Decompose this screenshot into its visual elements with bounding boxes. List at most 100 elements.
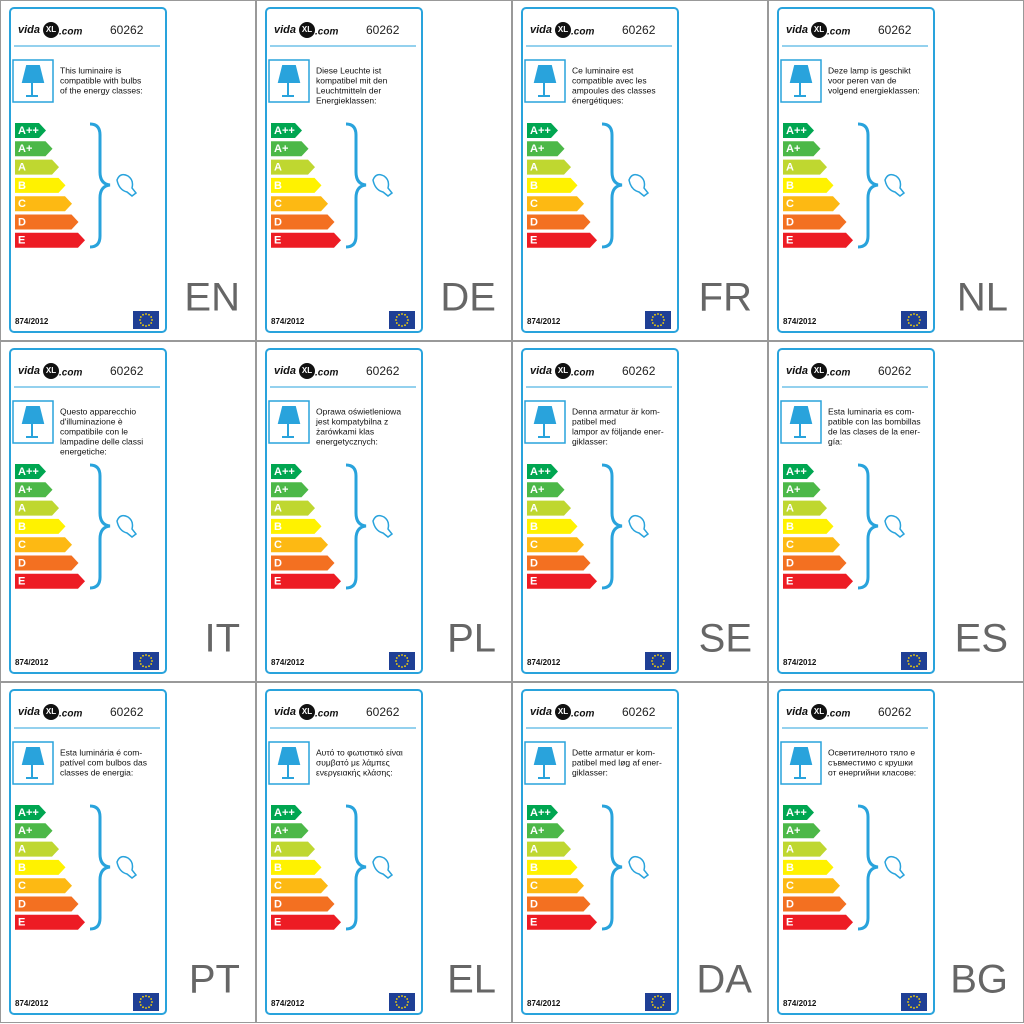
brace xyxy=(89,122,111,249)
eu-star xyxy=(395,998,398,1000)
language-code: ES xyxy=(955,617,1008,661)
language-code: SE xyxy=(699,617,752,661)
eu-star xyxy=(148,995,150,998)
compatibility-text: Questo apparecchio xyxy=(60,406,136,416)
eu-flag xyxy=(389,993,415,1011)
regulation: 874/2012 xyxy=(15,317,49,326)
eu-star xyxy=(139,1001,141,1003)
eu-star xyxy=(148,1006,150,1009)
language-code: BG xyxy=(950,958,1008,1002)
eu-star xyxy=(401,654,403,656)
energy-bar xyxy=(527,805,558,820)
energy-class-label: E xyxy=(18,235,25,247)
eu-star xyxy=(139,998,142,1000)
energy-bar xyxy=(527,914,597,930)
eu-star xyxy=(139,322,142,324)
energy-bar xyxy=(271,196,328,212)
eu-star xyxy=(651,663,654,665)
logo-mark: XL xyxy=(558,707,568,716)
energy-class-label: A+ xyxy=(530,825,544,837)
energy-class-label: A+ xyxy=(274,143,288,155)
energy-bar xyxy=(783,123,814,138)
eu-star xyxy=(660,313,662,316)
eu-star xyxy=(150,998,153,1000)
energy-bar xyxy=(271,878,328,894)
eu-star xyxy=(910,1006,912,1009)
eu-flag xyxy=(901,652,927,670)
logo-mark: XL xyxy=(302,707,312,716)
eu-star xyxy=(662,657,665,659)
eu-star xyxy=(142,324,144,327)
lamp-icon xyxy=(21,65,45,97)
energy-class-label: A++ xyxy=(274,125,295,137)
logo-mark: XL xyxy=(302,366,312,375)
eu-star xyxy=(913,654,915,656)
compatibility-text: patibel med løg af ener- xyxy=(572,757,662,767)
eu-star xyxy=(660,1006,662,1009)
product-code: 60262 xyxy=(110,23,144,37)
eu-star xyxy=(660,665,662,668)
energy-bar xyxy=(783,518,834,534)
logo-badge xyxy=(299,22,315,38)
logo-suffix: .com xyxy=(827,27,850,38)
energy-bar xyxy=(527,500,571,516)
energy-bar xyxy=(271,482,309,498)
energy-class-label: B xyxy=(530,180,538,192)
energy-bar xyxy=(15,500,59,516)
energy-class-label: A++ xyxy=(530,125,551,137)
energy-bar xyxy=(15,482,53,498)
compatibility-text: kompatibel mit den xyxy=(316,75,388,85)
eu-star xyxy=(916,995,918,998)
energy-bar xyxy=(783,914,853,930)
product-code: 60262 xyxy=(366,364,400,378)
regulation: 874/2012 xyxy=(15,658,49,667)
logo-prefix: vida xyxy=(786,706,808,718)
energy-class-label: E xyxy=(786,576,793,588)
eu-flag xyxy=(133,311,159,329)
regulation: 874/2012 xyxy=(527,317,561,326)
eu-star xyxy=(398,654,400,657)
logo-mark: XL xyxy=(302,25,312,34)
eu-star xyxy=(654,313,656,316)
energy-bar xyxy=(271,573,341,589)
eu-star xyxy=(657,313,659,315)
bulb-icon xyxy=(372,173,394,197)
energy-bar xyxy=(783,537,840,553)
language-code: EL xyxy=(447,958,496,1002)
eu-star xyxy=(142,1006,144,1009)
energy-class-label: D xyxy=(530,898,538,910)
language-code: PT xyxy=(189,958,240,1002)
energy-bar xyxy=(15,123,46,138)
energy-class-label: A+ xyxy=(18,484,32,496)
energy-bar xyxy=(271,177,322,193)
logo-mark: XL xyxy=(558,25,568,34)
energy-bar xyxy=(15,914,85,930)
compatibility-text: of the energy classes: xyxy=(60,85,143,95)
label-cell: vida XL .com 60262 Осветителното тяло есъвме… xyxy=(768,682,1024,1023)
label-cell: vida XL .com 60262 Questo apparecchiod'illum… xyxy=(0,341,256,682)
logo-prefix: vida xyxy=(530,24,552,36)
energy-bar xyxy=(271,500,315,516)
eu-star xyxy=(404,313,406,316)
energy-bar xyxy=(783,823,821,839)
energy-class-label: E xyxy=(274,576,281,588)
energy-class-label: C xyxy=(530,880,538,892)
eu-star xyxy=(150,322,153,324)
energy-class-label: A+ xyxy=(274,825,288,837)
energy-class-label: A+ xyxy=(530,484,544,496)
lamp-icon xyxy=(21,406,45,438)
energy-bar xyxy=(271,518,322,534)
energy-bar xyxy=(271,841,315,857)
logo-mark: XL xyxy=(46,366,56,375)
logo-prefix: vida xyxy=(786,24,808,36)
logo-badge xyxy=(811,22,827,38)
energy-class-label: A xyxy=(530,844,538,856)
eu-star xyxy=(913,995,915,997)
energy-class-label: A xyxy=(18,844,26,856)
compatibility-text: compatibile con le xyxy=(60,426,128,436)
compatibility-text: giklasser: xyxy=(572,767,608,777)
product-code: 60262 xyxy=(878,364,912,378)
compatibility-text: lampor av följande ener- xyxy=(572,426,664,436)
energy-class-label: A++ xyxy=(786,125,807,137)
eu-star xyxy=(142,665,144,668)
